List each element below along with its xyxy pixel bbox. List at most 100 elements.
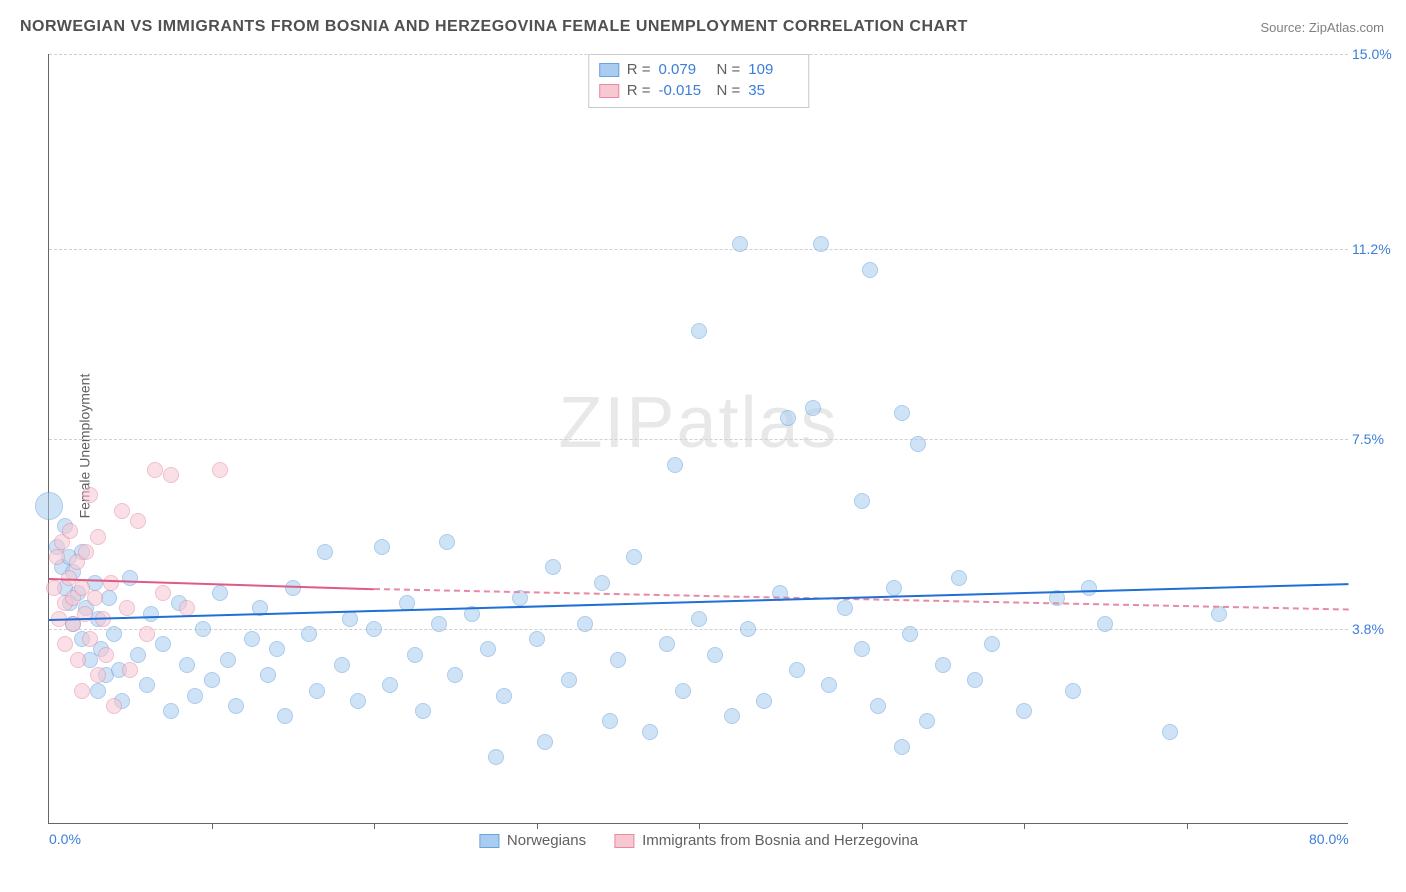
data-point	[951, 570, 967, 586]
data-point	[82, 631, 98, 647]
data-point	[187, 688, 203, 704]
correlation-stats-box: R =0.079N =109R =-0.015N =35	[588, 54, 810, 108]
stats-row: R = -0.015 N = 35	[599, 80, 799, 101]
legend-item: Immigrants from Bosnia and Herzegovina	[614, 832, 918, 849]
stat-value-r: -0.015	[659, 82, 709, 99]
data-point	[106, 698, 122, 714]
stat-value-n: 35	[748, 82, 798, 99]
data-point	[1162, 724, 1178, 740]
x-tick-label: 0.0%	[49, 831, 81, 847]
data-point	[114, 503, 130, 519]
data-point	[342, 611, 358, 627]
data-point	[260, 667, 276, 683]
data-point	[143, 606, 159, 622]
data-point	[659, 636, 675, 652]
stat-value-n: 109	[748, 61, 798, 78]
data-point	[350, 693, 366, 709]
data-point	[780, 410, 796, 426]
data-point	[602, 713, 618, 729]
data-point	[537, 734, 553, 750]
data-point	[334, 657, 350, 673]
data-point	[119, 600, 135, 616]
data-point	[910, 436, 926, 452]
data-point	[82, 487, 98, 503]
data-point	[545, 559, 561, 575]
data-point	[212, 462, 228, 478]
data-point	[98, 647, 114, 663]
data-point	[382, 677, 398, 693]
gridline	[49, 249, 1348, 250]
legend-swatch	[479, 834, 499, 848]
stat-label-r: R =	[627, 82, 651, 99]
data-point	[106, 626, 122, 642]
watermark: ZIPatlas	[558, 382, 838, 464]
data-point	[789, 662, 805, 678]
x-minor-tick	[537, 823, 538, 829]
data-point	[179, 600, 195, 616]
data-point	[277, 708, 293, 724]
data-point	[919, 713, 935, 729]
data-point	[577, 616, 593, 632]
data-point	[447, 667, 463, 683]
data-point	[122, 662, 138, 678]
data-point	[854, 641, 870, 657]
data-point	[90, 683, 106, 699]
data-point	[935, 657, 951, 673]
data-point	[139, 677, 155, 693]
data-point	[561, 672, 577, 688]
data-point	[675, 683, 691, 699]
stat-label-r: R =	[627, 61, 651, 78]
data-point	[691, 323, 707, 339]
data-point	[821, 677, 837, 693]
scatter-plot: ZIPatlas R =0.079N =109R =-0.015N =35 No…	[48, 54, 1348, 824]
data-point	[130, 647, 146, 663]
data-point	[103, 575, 119, 591]
data-point	[101, 590, 117, 606]
data-point	[529, 631, 545, 647]
data-point	[967, 672, 983, 688]
x-minor-tick	[212, 823, 213, 829]
gridline	[49, 439, 1348, 440]
stat-label-n: N =	[717, 82, 741, 99]
data-point	[228, 698, 244, 714]
data-point	[862, 262, 878, 278]
data-point	[301, 626, 317, 642]
data-point	[130, 513, 146, 529]
legend-swatch	[599, 84, 619, 98]
data-point	[1065, 683, 1081, 699]
data-point	[317, 544, 333, 560]
source-label: Source: ZipAtlas.com	[1260, 20, 1384, 35]
data-point	[374, 539, 390, 555]
y-tick-label: 3.8%	[1352, 621, 1400, 637]
data-point	[90, 667, 106, 683]
data-point	[894, 405, 910, 421]
legend-label: Norwegians	[507, 832, 586, 849]
y-tick-label: 11.2%	[1352, 241, 1400, 257]
data-point	[269, 641, 285, 657]
data-point	[147, 462, 163, 478]
y-tick-label: 15.0%	[1352, 46, 1400, 62]
data-point	[984, 636, 1000, 652]
data-point	[488, 749, 504, 765]
data-point	[366, 621, 382, 637]
data-point	[431, 616, 447, 632]
data-point	[1081, 580, 1097, 596]
data-point	[732, 236, 748, 252]
chart-title: NORWEGIAN VS IMMIGRANTS FROM BOSNIA AND …	[20, 18, 968, 36]
data-point	[155, 636, 171, 652]
data-point	[691, 611, 707, 627]
legend-item: Norwegians	[479, 832, 586, 849]
data-point	[179, 657, 195, 673]
x-minor-tick	[1187, 823, 1188, 829]
data-point	[220, 652, 236, 668]
data-point	[496, 688, 512, 704]
data-point	[57, 636, 73, 652]
data-point	[87, 590, 103, 606]
data-point	[854, 493, 870, 509]
data-point	[155, 585, 171, 601]
x-minor-tick	[699, 823, 700, 829]
data-point	[1097, 616, 1113, 632]
data-point	[902, 626, 918, 642]
data-point	[70, 652, 86, 668]
data-point	[62, 523, 78, 539]
